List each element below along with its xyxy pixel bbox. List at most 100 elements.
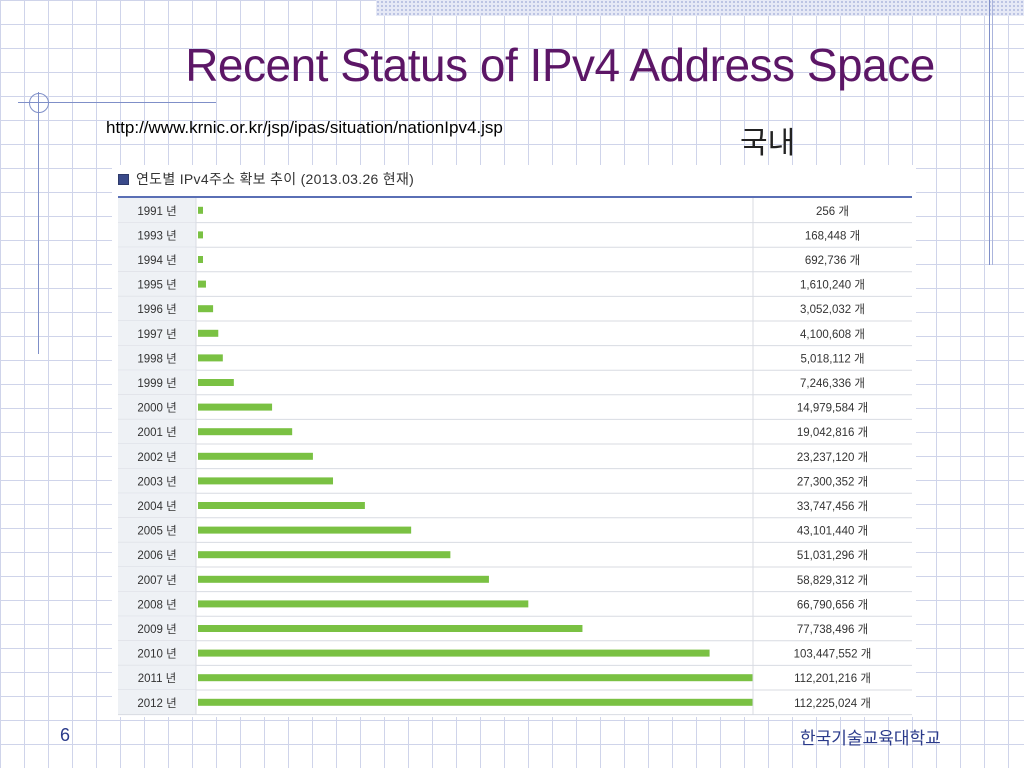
year-label: 2006 년 xyxy=(137,549,176,562)
year-label: 2007 년 xyxy=(137,574,176,587)
data-bar xyxy=(198,575,489,583)
year-cell xyxy=(118,591,196,617)
decorative-horizontal-line xyxy=(18,102,216,103)
year-label: 2003 년 xyxy=(137,475,176,488)
year-label: 1994 년 xyxy=(137,254,176,267)
year-cell xyxy=(118,198,196,223)
value-label: 112,201,216 개 xyxy=(794,672,871,685)
year-label: 2004 년 xyxy=(137,500,176,513)
decorative-right-line-secondary xyxy=(992,0,993,265)
year-cell xyxy=(118,394,196,420)
year-label: 1996 년 xyxy=(137,303,176,316)
data-bar xyxy=(198,403,273,411)
year-cell xyxy=(118,271,196,297)
data-bar xyxy=(198,231,203,239)
year-label: 2009 년 xyxy=(137,623,176,636)
year-label: 2011 년 xyxy=(138,672,177,685)
year-cell xyxy=(118,296,196,321)
data-bar xyxy=(198,674,753,682)
value-label: 33,747,456 개 xyxy=(797,500,868,513)
year-cell xyxy=(118,222,196,248)
data-bar xyxy=(198,428,293,436)
decorative-circle xyxy=(29,93,49,113)
year-cell xyxy=(118,616,196,641)
value-label: 3,052,032 개 xyxy=(800,303,865,316)
value-label: 4,100,608 개 xyxy=(800,328,865,341)
value-label: 5,018,112 개 xyxy=(800,352,864,365)
data-bar xyxy=(198,379,234,386)
top-decorative-band xyxy=(376,0,1024,16)
domestic-label: 국내 xyxy=(740,127,796,160)
value-label: 692,736 개 xyxy=(805,254,860,267)
value-label: 58,829,312 개 xyxy=(797,574,868,587)
data-bar xyxy=(198,526,412,534)
data-bar xyxy=(198,354,223,362)
ipv4-bar-chart: 1991 년 256 개 1993 년 168,448 개 1994 년 692,736 … xyxy=(118,196,912,716)
year-label: 2002 년 xyxy=(137,451,176,464)
data-bar xyxy=(198,502,365,509)
year-label: 2001 년 xyxy=(137,426,176,439)
year-label: 2000 년 xyxy=(137,402,176,415)
data-bar xyxy=(198,329,219,337)
year-cell xyxy=(118,321,196,346)
year-label: 1997 년 xyxy=(137,328,176,341)
data-bar xyxy=(198,305,214,313)
year-cell xyxy=(118,370,196,395)
data-bar xyxy=(198,698,753,706)
year-cell xyxy=(118,640,196,666)
year-cell xyxy=(118,419,196,444)
year-cell xyxy=(118,468,196,494)
year-label: 1995 년 xyxy=(137,279,176,292)
value-label: 112,225,024 개 xyxy=(794,697,871,710)
data-bar xyxy=(198,280,206,288)
value-label: 103,447,552 개 xyxy=(794,648,872,661)
value-label: 7,246,336 개 xyxy=(800,377,865,390)
data-bar xyxy=(198,206,203,214)
year-cell xyxy=(118,690,196,715)
value-label: 256 개 xyxy=(816,205,849,218)
value-label: 77,738,496 개 xyxy=(797,623,868,636)
year-label: 2012 년 xyxy=(137,697,176,710)
data-bar xyxy=(198,600,529,608)
footer-organization: 한국기술교육대학교 xyxy=(800,729,941,748)
year-label: 2005 년 xyxy=(137,525,176,538)
data-bar xyxy=(198,551,451,559)
data-bar xyxy=(198,477,334,485)
year-label: 1991 년 xyxy=(137,205,176,218)
year-cell xyxy=(118,517,196,543)
year-cell xyxy=(118,567,196,592)
value-label: 19,042,816 개 xyxy=(797,426,868,439)
data-bar xyxy=(198,452,313,460)
value-label: 23,237,120 개 xyxy=(797,451,868,464)
slide-title: Recent Status of IPv4 Address Space xyxy=(185,39,935,91)
year-cell xyxy=(118,665,196,690)
value-label: 27,300,352 개 xyxy=(797,475,868,488)
year-label: 2010 년 xyxy=(137,648,176,661)
year-label: 2008 년 xyxy=(137,598,176,611)
value-label: 168,448 개 xyxy=(805,229,860,242)
value-label: 51,031,296 개 xyxy=(797,549,868,562)
decorative-vertical-line xyxy=(38,92,39,354)
year-cell xyxy=(118,247,196,272)
year-label: 1999 년 xyxy=(137,377,176,390)
year-cell xyxy=(118,444,196,469)
chart-title: 연도별 IPv4주소 확보 추이 (2013.03.26 현재) xyxy=(136,171,415,187)
source-url-link[interactable]: http://www.krnic.or.kr/jsp/ipas/situatio… xyxy=(106,118,503,137)
value-label: 1,610,240 개 xyxy=(800,279,865,292)
year-cell xyxy=(118,493,196,518)
value-label: 14,979,584 개 xyxy=(797,402,868,415)
caption-bullet-icon xyxy=(118,173,129,185)
year-cell xyxy=(118,345,196,371)
table-header-rule xyxy=(118,196,912,198)
year-label: 1993 년 xyxy=(137,229,176,242)
year-cell xyxy=(118,542,196,567)
data-bar xyxy=(198,256,203,263)
year-label: 1998 년 xyxy=(137,352,176,365)
chart-caption: 연도별 IPv4주소 확보 추이 (2013.03.26 현재) xyxy=(118,169,414,189)
value-label: 66,790,656 개 xyxy=(797,598,868,611)
page-number: 6 xyxy=(60,725,71,745)
data-bar xyxy=(198,625,583,632)
data-bar xyxy=(198,649,710,657)
value-label: 43,101,440 개 xyxy=(797,525,868,538)
chart-panel: 연도별 IPv4주소 확보 추이 (2013.03.26 현재) 1991 년 2… xyxy=(112,165,916,717)
